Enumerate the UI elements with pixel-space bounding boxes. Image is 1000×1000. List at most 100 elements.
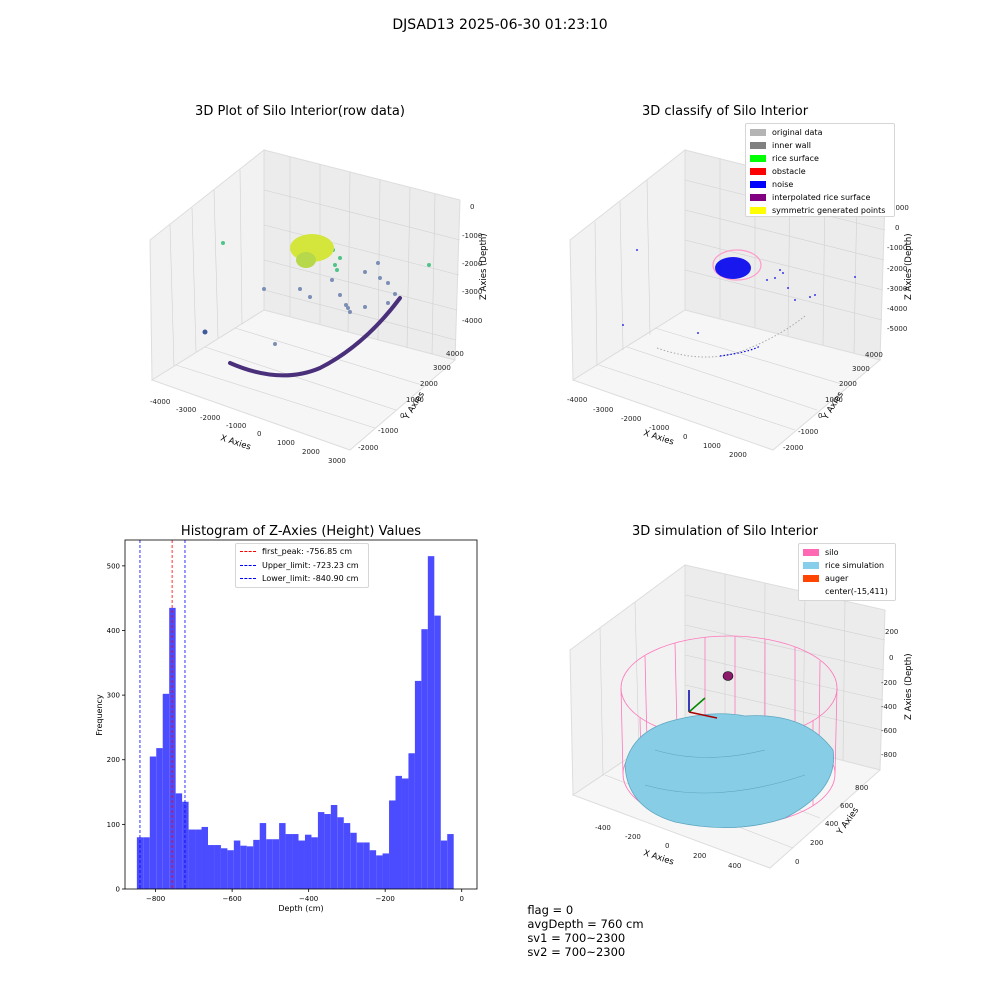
histogram-bar xyxy=(285,834,293,889)
plot4-ztick: 0 xyxy=(889,654,893,662)
plot1-ztick: -2000 xyxy=(462,260,482,268)
plot2-ytick: 0 xyxy=(818,412,822,420)
histogram-bar xyxy=(175,793,183,889)
plot1-arc-points xyxy=(228,296,402,378)
histogram-bar xyxy=(376,855,383,889)
plot2-legend-swatch xyxy=(750,207,766,214)
histogram-legend-line xyxy=(240,551,256,553)
plot2-noise-arc xyxy=(719,345,761,357)
plot2-legend: original data inner wall rice surface obsta… xyxy=(745,123,895,217)
plot4-axis-arrow-y xyxy=(688,697,706,713)
plot1-ztick: -1000 xyxy=(462,232,482,240)
histogram-ytick-label: 500 xyxy=(107,562,120,570)
histogram-bar xyxy=(369,850,377,889)
footer-avg-depth: avgDepth = 760 cm xyxy=(527,917,644,931)
plot4-legend-swatch xyxy=(803,549,819,556)
plot2-ytick: 4000 xyxy=(865,351,883,359)
plot4-ytick: 400 xyxy=(825,820,838,828)
histogram-legend-line xyxy=(240,578,256,580)
plot4-ylabel: Y Axies xyxy=(835,805,862,837)
plot2-legend-label: inner wall xyxy=(772,141,812,150)
plot2-ztick: -5000 xyxy=(887,325,907,333)
plot2-legend-entry: interpolated rice surface xyxy=(750,191,890,204)
plot2-legend-swatch xyxy=(750,181,766,188)
plot2-ytick: 1000 xyxy=(825,396,843,404)
plot4-zlabel: Z Axies (Depth) xyxy=(904,653,914,720)
histogram-frame xyxy=(124,539,478,890)
histogram-bar xyxy=(382,853,390,889)
plot2-ytick: -2000 xyxy=(783,444,803,452)
plot1-xlabel: X Axies xyxy=(219,433,252,452)
histogram-bar xyxy=(214,845,221,889)
histogram-ytick-label: 300 xyxy=(107,692,120,700)
histogram-legend-line xyxy=(240,564,256,566)
histogram-bar xyxy=(188,829,196,889)
histogram-bar xyxy=(330,804,338,889)
plot4-legend-label: silo xyxy=(825,548,839,557)
histogram-bar xyxy=(304,834,312,889)
plot1-title: 3D Plot of Silo Interior(row data) xyxy=(195,104,405,119)
histogram-bar xyxy=(246,846,254,889)
histogram-ytick-label: 200 xyxy=(107,756,120,764)
plot4-auger-marker xyxy=(722,671,734,681)
plot2-ytick: 2000 xyxy=(839,380,857,388)
histogram-bar xyxy=(207,845,215,889)
plot1-ytick: -2000 xyxy=(358,444,378,452)
plot2-legend-entry: noise xyxy=(750,178,890,191)
histogram-bar xyxy=(169,607,176,889)
histogram-bar xyxy=(389,800,396,889)
plot1-xtick: 2000 xyxy=(302,448,320,456)
plot1-floor-pane xyxy=(150,309,457,451)
plot4-xtick: 400 xyxy=(728,862,741,870)
plot1-scatter-points xyxy=(202,241,431,346)
plot4-rice-contour xyxy=(654,749,766,758)
plot2-noise-cluster xyxy=(715,257,751,279)
histogram-bar xyxy=(337,817,344,889)
plot4-legend-swatch xyxy=(803,575,819,582)
histogram-bars xyxy=(136,556,454,889)
histogram-bar xyxy=(363,842,370,889)
plot4-xtick: -200 xyxy=(625,833,641,841)
plot1-zlabel: Z Axies (Depth) xyxy=(479,233,489,300)
plot4-legend-label: center(-15,411) xyxy=(825,587,888,596)
histogram-xtick-label: −800 xyxy=(146,895,165,903)
plot2-xtick: 0 xyxy=(683,433,687,441)
plot2-title: 3D classify of Silo Interior xyxy=(641,104,809,119)
plot1-ytick: 2000 xyxy=(420,380,438,388)
histogram-bar xyxy=(136,837,144,889)
histogram-bar xyxy=(162,693,170,889)
histogram-legend-label: Upper_limit: -723.23 cm xyxy=(262,560,359,570)
plot1-xtick: -1000 xyxy=(226,422,246,430)
histogram-bar xyxy=(408,753,415,889)
plot2-legend-swatch xyxy=(750,142,766,149)
plot1-xtick: -4000 xyxy=(150,398,170,406)
plot4-ytick: 800 xyxy=(855,784,868,792)
hist-ylabel: Frequency xyxy=(95,694,104,736)
plot4-legend-entry: auger xyxy=(803,572,891,585)
plot4-legend: silo rice simulation auger center(-15,411) xyxy=(798,543,896,601)
plot4-ztick: -400 xyxy=(881,703,897,711)
plot4-ytick: 0 xyxy=(795,858,799,866)
histogram-bar xyxy=(401,778,409,889)
hist-title: Histogram of Z-Axies (Height) Values xyxy=(180,524,422,539)
histogram-xtick-label: −600 xyxy=(223,895,242,903)
plot2-ztick: -4000 xyxy=(887,305,907,313)
histogram-bar xyxy=(266,839,273,889)
histogram-bar xyxy=(201,826,208,889)
histogram-bar xyxy=(343,823,351,889)
histogram-bar xyxy=(279,823,286,889)
histogram-bar xyxy=(220,848,228,889)
histogram-chart: −800 −600 −400 −200 0 0 100 200 300 400 500 Depth… xyxy=(95,539,478,913)
plot4-title: 3D simulation of Silo Interior xyxy=(632,524,818,539)
histogram-bar xyxy=(195,829,202,889)
plot4-xtick: 0 xyxy=(665,842,669,850)
plot2-xtick: -3000 xyxy=(593,406,613,414)
histogram-bar xyxy=(356,842,364,889)
plot1-rice-cluster-lower xyxy=(296,252,316,268)
plot1-gridlines xyxy=(169,157,461,429)
histogram-xtick-label: −200 xyxy=(376,895,395,903)
plot2-ztick: -3000 xyxy=(887,285,907,293)
histogram-bar xyxy=(298,840,305,889)
histogram-ytick-label: 400 xyxy=(107,627,120,635)
plot2-legend-swatch xyxy=(750,194,766,201)
